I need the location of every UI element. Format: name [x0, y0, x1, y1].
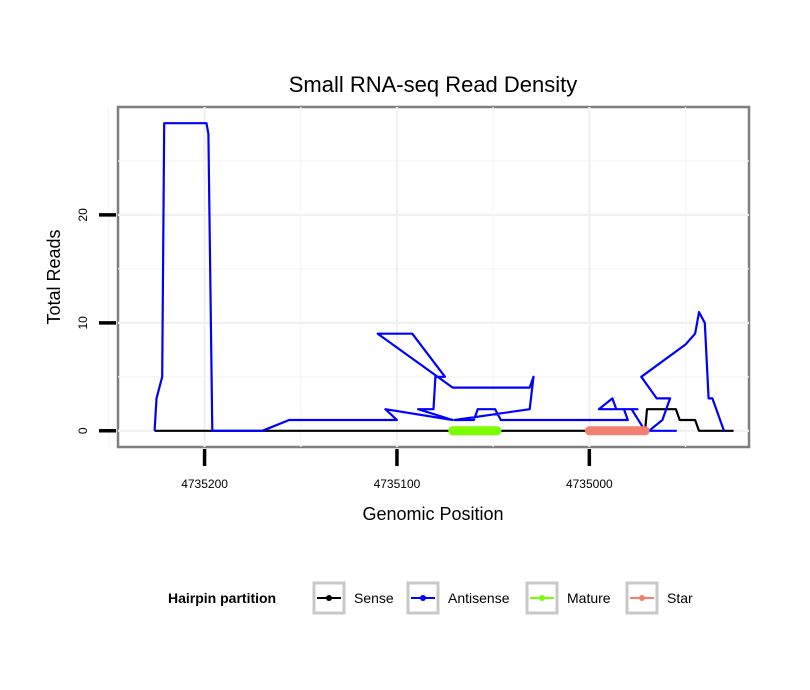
legend-item-mature: Mature — [525, 581, 611, 615]
legend-label-antisense: Antisense — [448, 590, 510, 606]
legend-key-point — [539, 595, 545, 601]
legend-label-sense: Sense — [354, 590, 394, 606]
plot-panel-border — [116, 105, 751, 449]
x-axis: 4735200 4735100 4735000 — [181, 449, 613, 491]
y-tick-label: 0 — [76, 427, 90, 434]
legend-item-sense: Sense — [312, 581, 394, 615]
legend-item-antisense: Antisense — [406, 581, 510, 615]
x-axis-title: Genomic Position — [362, 504, 503, 524]
x-tick-label: 4735200 — [181, 477, 228, 491]
y-tick-label: 20 — [76, 208, 90, 222]
legend-item-star: Star — [625, 581, 693, 615]
chart-title: Small RNA-seq Read Density — [289, 72, 578, 97]
legend-key-point — [639, 595, 645, 601]
y-tick-label: 10 — [76, 316, 90, 330]
x-tick-label: 4735000 — [566, 477, 613, 491]
legend-label-star: Star — [667, 590, 693, 606]
legend-key-point — [326, 595, 332, 601]
legend-label-mature: Mature — [567, 590, 611, 606]
legend-title: Hairpin partition — [168, 590, 276, 606]
x-tick-label: 4735100 — [374, 477, 421, 491]
panel — [107, 105, 751, 449]
series-line-antisense — [153, 122, 726, 432]
y-axis: 0 10 20 — [76, 208, 116, 434]
legend: Hairpin partition Sense Antisense Mature… — [168, 581, 693, 615]
y-axis-title: Total Reads — [44, 229, 64, 324]
legend-key-point — [420, 595, 426, 601]
